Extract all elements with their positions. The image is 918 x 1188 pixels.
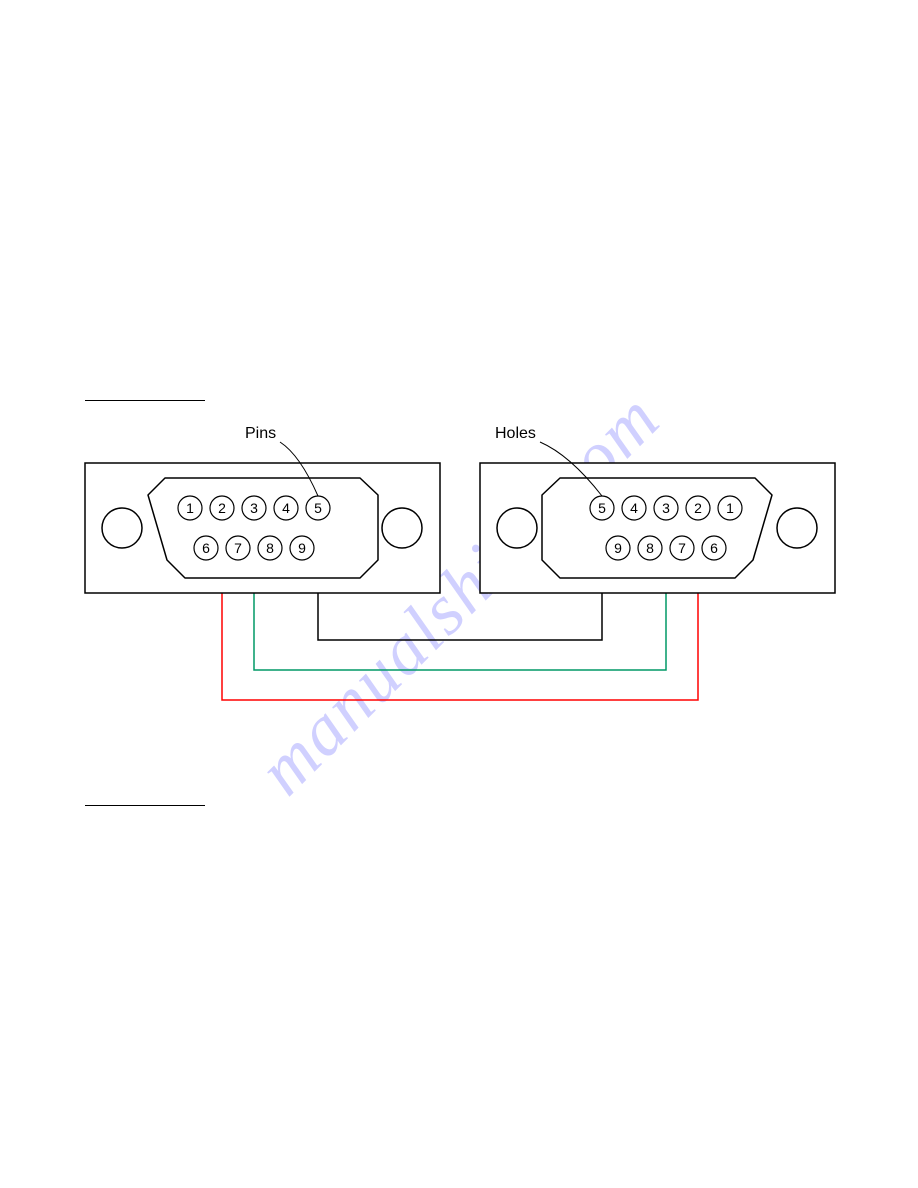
pin-label-4: 4 bbox=[282, 500, 290, 516]
dsub-shell bbox=[148, 478, 378, 578]
screw-hole bbox=[382, 508, 422, 548]
connector-left: 1 2 3 4 5 6 7 8 9 bbox=[85, 463, 440, 593]
dsub-shell bbox=[542, 478, 772, 578]
pin-label-7: 7 bbox=[678, 540, 686, 556]
pin-label-8: 8 bbox=[266, 540, 274, 556]
pin-label-9: 9 bbox=[614, 540, 622, 556]
pin-label-2: 2 bbox=[218, 500, 226, 516]
connector-right: 5 4 3 2 1 9 8 7 6 bbox=[480, 463, 835, 593]
pin-label-2: 2 bbox=[694, 500, 702, 516]
pin-label-1: 1 bbox=[726, 500, 734, 516]
pin-label-4: 4 bbox=[630, 500, 638, 516]
pin-label-7: 7 bbox=[234, 540, 242, 556]
pin-label-5: 5 bbox=[598, 500, 606, 516]
diagram-svg: 1 2 3 4 5 6 7 8 9 5 4 3 2 1 9 8 7 6 bbox=[0, 0, 918, 1188]
pin-label-3: 3 bbox=[662, 500, 670, 516]
screw-hole bbox=[497, 508, 537, 548]
screw-hole bbox=[777, 508, 817, 548]
screw-hole bbox=[102, 508, 142, 548]
pin-label-5: 5 bbox=[314, 500, 322, 516]
pin-label-8: 8 bbox=[646, 540, 654, 556]
pin-label-1: 1 bbox=[186, 500, 194, 516]
pin-label-6: 6 bbox=[710, 540, 718, 556]
pin-label-9: 9 bbox=[298, 540, 306, 556]
pin-label-3: 3 bbox=[250, 500, 258, 516]
pin-label-6: 6 bbox=[202, 540, 210, 556]
